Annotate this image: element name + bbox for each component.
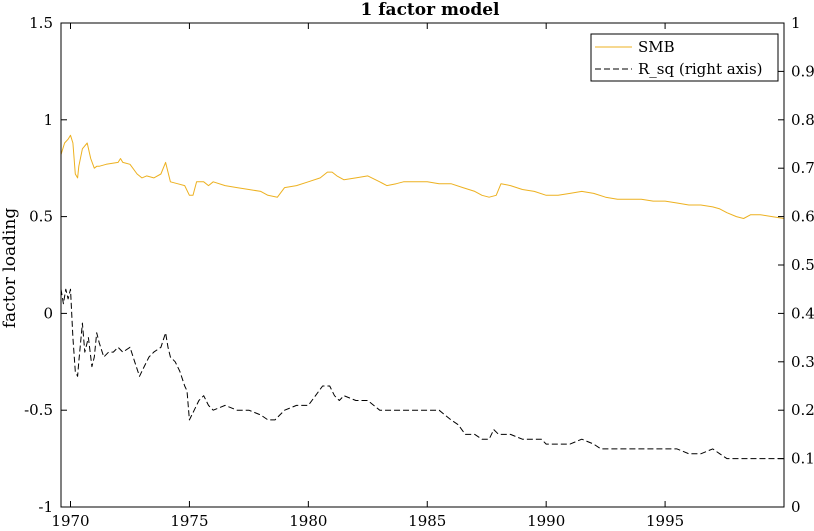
legend-label-smb: SMB [638, 38, 675, 56]
y-axis-label: factor loading [0, 208, 20, 329]
series-line-smb [60, 134, 785, 219]
y-tick-label-right: 0.6 [791, 208, 814, 226]
y-tick-label-right: 0.4 [791, 304, 814, 322]
x-tick-label: 1980 [289, 512, 327, 530]
y-tick-label-left: 1.5 [29, 14, 53, 32]
y-tick-label-right: 0.5 [791, 256, 814, 274]
x-tick-label: 1985 [408, 512, 446, 530]
plot-background [61, 23, 784, 507]
y-tick-label-right: 0.9 [791, 62, 814, 80]
y-tick-label-right: 0.1 [791, 450, 814, 468]
y-tick-label-right: 1 [791, 14, 801, 32]
legend: SMB R_sq (right axis) [590, 33, 779, 82]
y-tick-label-right: 0.7 [791, 159, 814, 177]
axes-layer: 1970 1975 1980 1985 1990 1995 -1 -0.5 0 0.5 1 1.5 0 0… [24, 14, 814, 530]
chart-title: 1 factor model [361, 0, 501, 20]
x-tick-label: 1975 [170, 512, 208, 530]
y-tick-label-left: -1 [38, 498, 53, 516]
legend-box [590, 33, 779, 82]
legend-label-r-sq: R_sq (right axis) [638, 60, 763, 78]
plot-area [61, 23, 784, 507]
series-line-r-sq [60, 288, 784, 460]
x-tick-label: 1990 [527, 512, 565, 530]
y-tick-label-right: 0 [791, 498, 801, 516]
x-tick-label: 1995 [646, 512, 684, 530]
y-tick-label-right: 0.3 [791, 353, 814, 371]
y-tick-label-left: 1 [43, 111, 53, 129]
series-layer [60, 134, 785, 460]
y-tick-label-right: 0.8 [791, 111, 814, 129]
y-tick-label-left: 0 [43, 304, 53, 322]
y-tick-label-right: 0.2 [791, 401, 814, 419]
y-tick-label-left: -0.5 [24, 401, 53, 419]
x-tick-label: 1970 [51, 512, 89, 530]
y-tick-label-left: 0.5 [29, 208, 53, 226]
